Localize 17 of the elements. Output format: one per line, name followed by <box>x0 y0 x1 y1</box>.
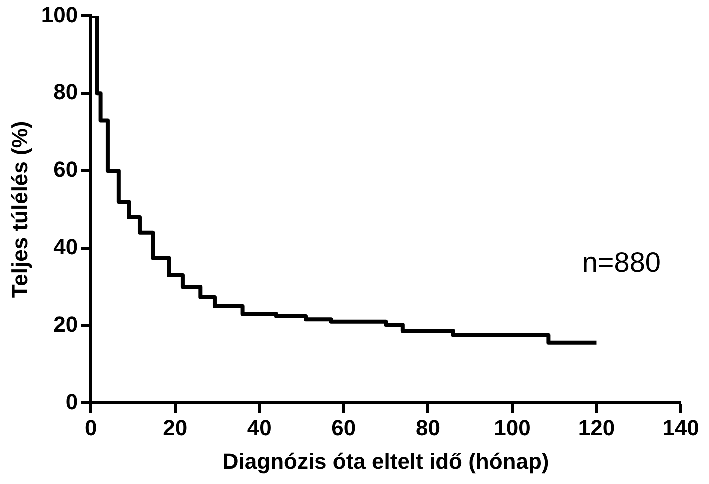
y-tick-label: 80 <box>54 80 78 105</box>
x-tick-label: 60 <box>332 415 356 440</box>
x-tick-label: 140 <box>662 415 700 440</box>
x-tick-label: 40 <box>247 415 272 440</box>
x-axis-title: Diagnózis óta eltelt idő (hónap) <box>222 448 550 474</box>
y-tick-label: 0 <box>66 389 78 414</box>
y-axis-title: Teljes túlélés (%) <box>7 121 32 298</box>
y-tick-label: 60 <box>54 157 78 182</box>
x-tick-label: 80 <box>416 415 440 440</box>
y-tick-label: 20 <box>54 312 78 337</box>
x-tick-label: 120 <box>578 415 616 440</box>
x-tick-label: 20 <box>163 415 188 440</box>
y-tick-label: 100 <box>41 2 78 28</box>
annotation: n=880 <box>582 246 661 278</box>
x-tick-label: 0 <box>84 415 98 440</box>
y-tick-label: 40 <box>54 234 78 260</box>
x-tick-label: 100 <box>494 415 531 440</box>
